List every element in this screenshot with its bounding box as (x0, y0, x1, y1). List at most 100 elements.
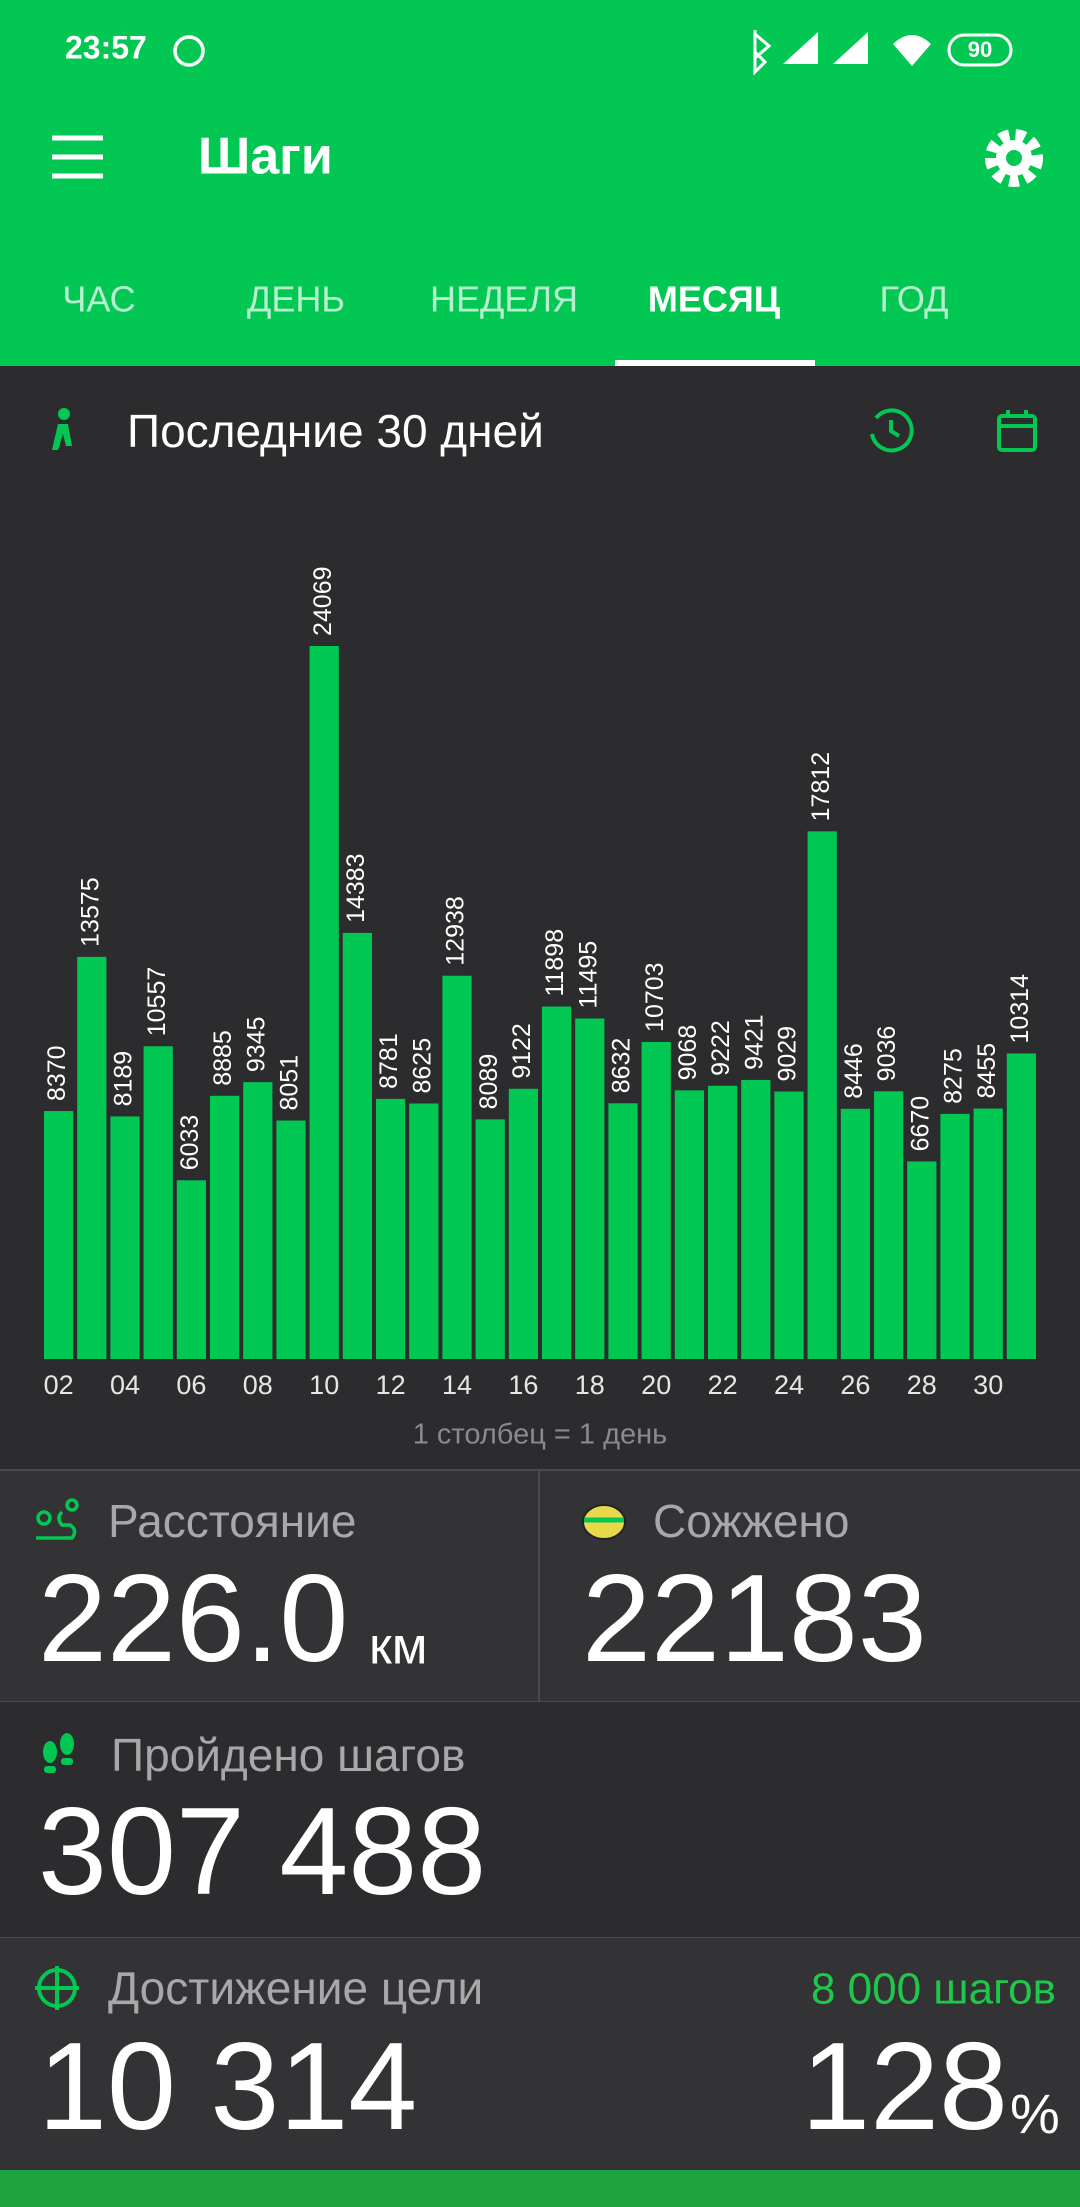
bluetooth-icon (753, 30, 772, 76)
menu-button[interactable] (52, 135, 103, 179)
bar (707, 1085, 738, 1359)
bar-value-label: 8446 (840, 1043, 868, 1099)
bar-value-label: 11898 (541, 929, 569, 997)
bar (176, 1180, 207, 1359)
bar-value-label: 9222 (707, 1020, 735, 1076)
tab-indicator (615, 360, 815, 366)
goal-value: 10 314 (38, 2018, 417, 2156)
bar (807, 831, 837, 1359)
x-tick-label: 02 (44, 1370, 74, 1400)
burned-label: Сожжено (653, 1495, 849, 1547)
bar (143, 1046, 173, 1359)
bottom-bar (0, 2170, 1080, 2207)
bar-value-label: 9036 (873, 1026, 901, 1082)
goal-percent: 128 (801, 2018, 1008, 2156)
settings-button[interactable] (985, 129, 1043, 187)
bar-value-label: 9345 (242, 1017, 270, 1073)
x-tick-label: 08 (243, 1370, 273, 1400)
bar-value-label: 8455 (973, 1043, 1001, 1099)
bar (741, 1079, 771, 1359)
bar-value-label: 8089 (475, 1054, 503, 1110)
steps-card-bg (0, 1702, 1080, 1937)
bar (907, 1161, 937, 1359)
bar-value-label: 10314 (1006, 974, 1034, 1044)
bar-value-label: 8885 (209, 1030, 237, 1086)
app-title: Шаги (198, 128, 333, 186)
tab[interactable]: ЧАС (62, 279, 135, 320)
bar (674, 1090, 705, 1359)
bar-value-label: 11495 (574, 941, 602, 1009)
bar (873, 1091, 904, 1359)
tab[interactable]: МЕСЯЦ (648, 279, 781, 320)
signal-icon (783, 32, 818, 64)
bar (409, 1103, 439, 1359)
bar-value-label: 8275 (940, 1048, 968, 1104)
bar (575, 1018, 605, 1359)
bar-value-label: 17812 (807, 752, 835, 822)
x-tick-label: 12 (376, 1370, 406, 1400)
x-tick-label: 10 (309, 1370, 339, 1400)
tab[interactable]: ГОД (879, 279, 948, 320)
signal-icon (833, 32, 868, 64)
battery-icon (947, 33, 1013, 67)
bar (541, 1006, 572, 1359)
x-tick-label: 06 (176, 1370, 206, 1400)
bar-value-label: 8189 (110, 1051, 138, 1107)
status-time: 23:57 (65, 29, 147, 65)
bar-value-label: 24069 (309, 566, 337, 636)
bar-value-label: 10703 (641, 962, 669, 1032)
x-tick-label: 20 (641, 1370, 671, 1400)
bar (342, 932, 373, 1359)
goal-icon (35, 1966, 79, 2010)
bar-value-label: 9122 (508, 1023, 536, 1079)
bar (43, 1111, 74, 1359)
bar (375, 1098, 406, 1359)
history-button[interactable] (870, 408, 914, 453)
steps-label: Пройдено шагов (111, 1729, 465, 1781)
bar (475, 1119, 505, 1359)
burned-icon (582, 1504, 626, 1540)
steps-icon (43, 1733, 74, 1773)
x-tick-label: 18 (575, 1370, 605, 1400)
tab[interactable]: ДЕНЬ (247, 279, 345, 320)
goal-label: Достижение цели (108, 1962, 483, 2014)
bar-value-label: 14383 (342, 853, 370, 923)
bar (508, 1088, 539, 1359)
bar-value-label: 8781 (375, 1033, 403, 1089)
battery-level: 90 (968, 37, 992, 62)
bar-value-label: 8370 (43, 1045, 71, 1101)
calendar-button[interactable] (997, 410, 1037, 452)
bar (442, 975, 472, 1359)
burned-value: 22183 (582, 1550, 927, 1688)
bar (973, 1108, 1003, 1359)
distance-label: Расстояние (108, 1495, 356, 1547)
bar-value-label: 8625 (408, 1038, 436, 1094)
bar-value-label: 10557 (143, 967, 171, 1037)
bar (1006, 1053, 1037, 1359)
x-tick-label: 24 (774, 1370, 804, 1400)
distance-value: 226.0 (38, 1550, 348, 1688)
bar-value-label: 9421 (740, 1014, 768, 1070)
goal-target: 8 000 шагов (811, 1965, 1056, 2014)
bar (940, 1113, 970, 1359)
goal-percent-unit: % (1010, 2082, 1060, 2145)
bar-value-label: 8632 (608, 1038, 636, 1094)
bar-value-label: 13575 (76, 877, 104, 947)
wifi-icon (893, 35, 931, 66)
bar-value-label: 8051 (276, 1055, 304, 1111)
bar-value-label: 9029 (774, 1026, 802, 1082)
bar-value-label: 9068 (674, 1025, 702, 1081)
bar-value-label: 12938 (442, 896, 470, 966)
alarm-icon (173, 35, 205, 67)
x-tick-label: 28 (907, 1370, 937, 1400)
bar (77, 956, 107, 1359)
bar (243, 1082, 273, 1359)
tab[interactable]: НЕДЕЛЯ (430, 279, 578, 320)
steps-value: 307 488 (38, 1783, 486, 1921)
bar (774, 1091, 804, 1359)
bar (276, 1120, 306, 1359)
x-tick-label: 30 (973, 1370, 1003, 1400)
distance-unit: км (369, 1618, 428, 1676)
